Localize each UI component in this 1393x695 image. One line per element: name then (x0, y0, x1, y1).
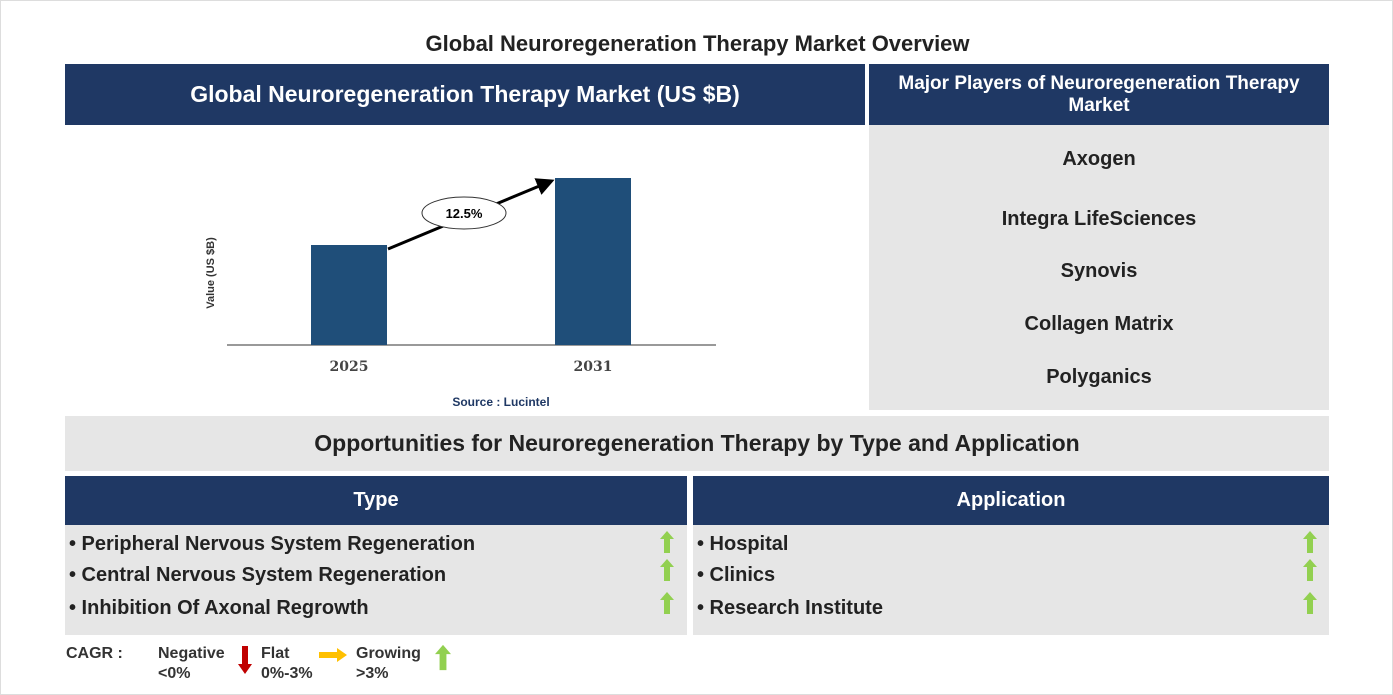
cagr-label: CAGR : (66, 645, 123, 662)
type-item: • Peripheral Nervous System Regeneration (69, 533, 476, 555)
bar-2031 (555, 178, 631, 345)
player-item: Collagen Matrix (1024, 313, 1174, 335)
application-item: • Research Institute (697, 597, 883, 619)
cagr-bubble (421, 196, 507, 230)
green-up-arrow-icon (1303, 592, 1317, 614)
type-item: • Central Nervous System Regeneration (69, 564, 447, 586)
players-panel (869, 125, 1329, 410)
red-down-arrow-icon (238, 646, 252, 674)
green-up-arrow-icon (1303, 559, 1317, 581)
legend-growing-label: Growing (356, 645, 421, 662)
legend-growing-range: >3% (356, 665, 389, 682)
legend-flat-label: Flat (261, 645, 290, 662)
cagr-annotation: 12.5% (446, 206, 483, 221)
application-panel (693, 525, 1329, 635)
green-up-arrow-icon (660, 592, 674, 614)
green-up-arrow-icon (660, 531, 674, 553)
type-header: Type (65, 476, 687, 525)
player-item: Synovis (1060, 260, 1138, 282)
source-text: Source : Lucintel (452, 395, 549, 409)
legend-negative-label: Negative (158, 645, 225, 662)
players-header: Major Players of Neuroregeneration Thera… (869, 64, 1329, 125)
type-item: • Inhibition Of Axonal Regrowth (69, 597, 369, 619)
legend-negative-range: <0% (158, 665, 191, 682)
application-header: Application (693, 476, 1329, 525)
chart-header: Global Neuroregeneration Therapy Market … (65, 64, 865, 125)
x-tick-label: 2025 (330, 359, 369, 375)
opportunities-header: Opportunities for Neuroregeneration Ther… (65, 416, 1329, 471)
player-item: Integra LifeSciences (1001, 208, 1197, 230)
page-title: Global Neuroregeneration Therapy Market … (425, 31, 970, 56)
green-up-arrow-icon (660, 559, 674, 581)
yellow-right-arrow-icon (319, 648, 347, 662)
player-item: Polyganics (1046, 366, 1152, 388)
player-item: Axogen (1062, 148, 1136, 170)
application-item: • Hospital (697, 533, 789, 555)
legend-flat-range: 0%-3% (261, 665, 313, 682)
green-up-arrow-icon (1303, 531, 1317, 553)
application-item: • Clinics (697, 564, 776, 586)
type-panel (65, 525, 687, 635)
bar-chart: Value (US $B) 2025 2031 12.5% Source : Lu… (205, 178, 716, 409)
y-axis-label: Value (US $B) (205, 237, 217, 309)
legend-growing: Growing >3% (356, 644, 421, 684)
green-up-arrow-icon (435, 644, 451, 671)
x-tick-label: 2031 (574, 359, 613, 375)
bar-2025 (311, 245, 387, 345)
legend-flat: Flat 0%-3% (261, 644, 313, 684)
legend-negative: Negative <0% (158, 644, 225, 684)
